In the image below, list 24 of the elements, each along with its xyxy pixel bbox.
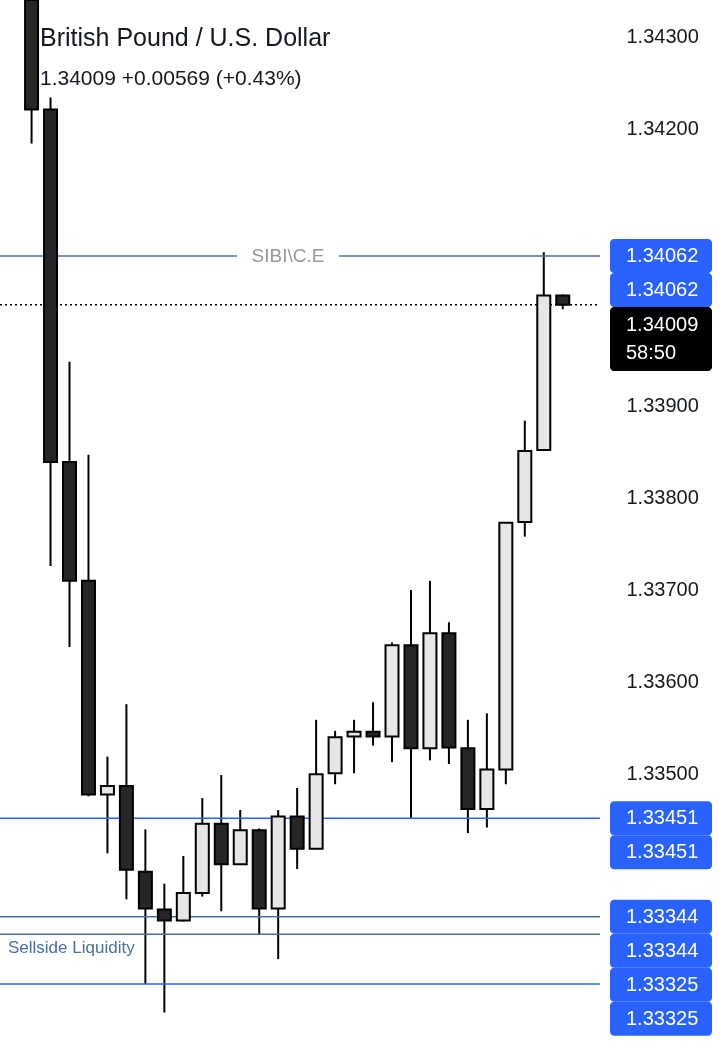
candlestick	[156, 882, 172, 1014]
text: 1.33451	[626, 806, 699, 829]
text: 1.33451	[626, 840, 699, 863]
text: 1.34009 58:50	[626, 312, 699, 363]
text: 1.33325	[626, 972, 699, 995]
candlestick	[346, 718, 362, 775]
ref-line-label: SIBI\C.E	[251, 244, 325, 266]
y-tick-label: 1.33700	[626, 577, 699, 600]
text: 1.33344	[626, 938, 699, 961]
text: British Pound / U.S. Dollar	[40, 23, 331, 51]
text: 1.34062	[626, 277, 699, 300]
y-tick-label: 1.33600	[626, 669, 699, 692]
text: 1.33325	[626, 1006, 699, 1029]
y-tick-label: 1.34300	[626, 25, 699, 48]
y-tick-label: 1.33500	[626, 761, 699, 784]
y-tick-label: 1.33800	[626, 485, 699, 508]
ref-line-label: Sellside Liquidity	[8, 937, 136, 957]
y-tick-label: 1.34200	[626, 117, 699, 140]
candlestick	[99, 755, 115, 855]
y-tick-label: 1.33900	[626, 393, 699, 416]
text: 1.34062	[626, 243, 699, 266]
text: 1.34009 +0.00569 (+0.43%)	[40, 66, 302, 89]
candlestick	[365, 701, 381, 747]
text: 1.33344	[626, 904, 699, 927]
